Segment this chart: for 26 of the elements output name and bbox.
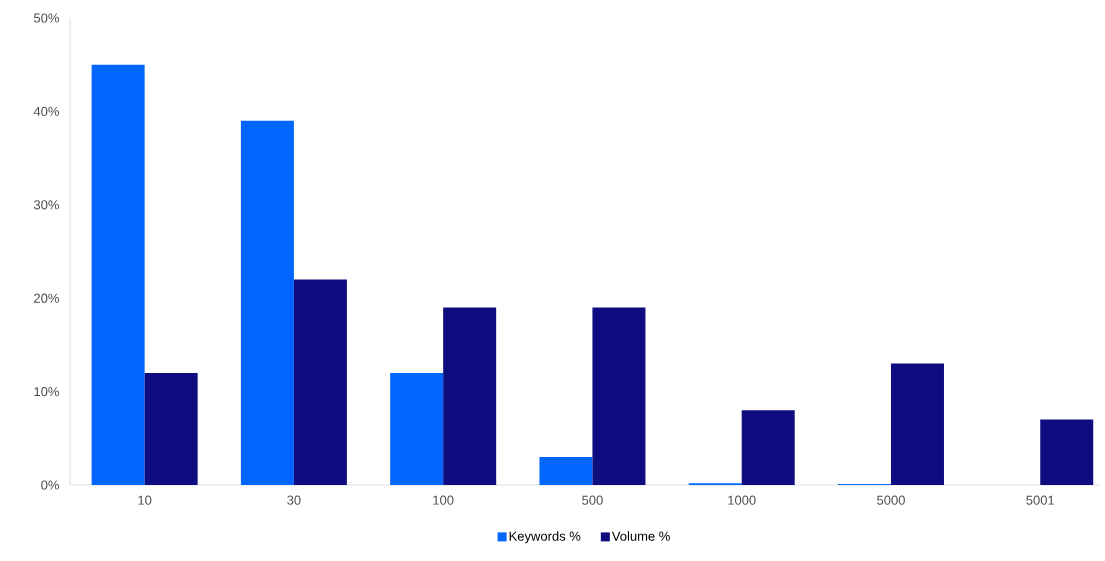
bar [293, 279, 347, 485]
bar [592, 307, 646, 485]
bar [144, 372, 198, 485]
bar [1040, 419, 1094, 485]
y-tick-label: 30% [33, 200, 59, 210]
y-tick-label: 40% [33, 106, 59, 116]
x-tick-label: 5001 [1026, 495, 1055, 505]
bar [390, 372, 444, 485]
x-tick-label: 100 [433, 495, 454, 505]
y-tick-label: 0% [41, 480, 59, 490]
bar [240, 120, 294, 485]
legend-label: Keywords % [509, 531, 581, 544]
bar [741, 410, 795, 485]
y-tick-label: 20% [34, 293, 59, 303]
x-tick-label: 30 [287, 495, 301, 505]
bar [890, 363, 944, 485]
x-tick-label: 500 [582, 495, 603, 505]
bar [443, 307, 497, 485]
x-tick-label: 10 [138, 495, 152, 505]
y-tick-label: 10% [34, 387, 59, 397]
x-tick-label: 5000 [877, 495, 905, 505]
bar [539, 456, 593, 485]
y-tick-label: 50% [33, 13, 59, 23]
bar [91, 64, 145, 485]
legend-label: Volume % [611, 531, 670, 541]
x-tick-label: 1000 [728, 495, 756, 505]
